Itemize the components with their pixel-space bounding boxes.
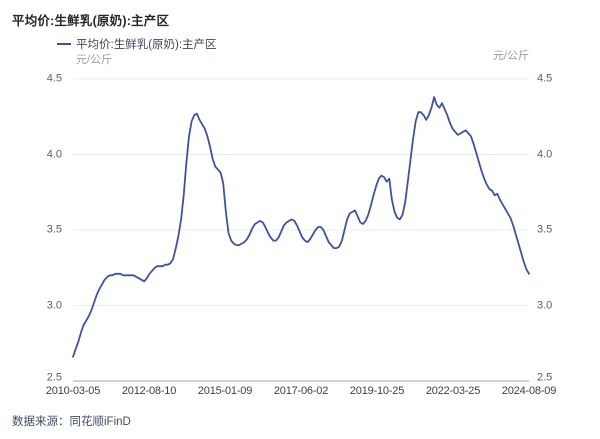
price-chart-plot-area[interactable] [0,0,600,410]
y-axis-unit-left: 元/公斤 [76,54,113,66]
y-tick-label: 3.5 [46,223,62,236]
y-tick-label: 3.5 [537,223,553,236]
legend: 平均价:生鲜乳(原奶):主产区 [57,36,217,52]
x-tick-label: 2019-10-25 [349,385,405,397]
data-source-note: 数据来源：同花顺iFinD [12,416,131,428]
gridlines [73,78,529,306]
x-tick-label: 2022-03-25 [425,385,481,397]
y-axis-unit-right: 元/公斤 [492,50,529,62]
x-tick-label: 2017-06-02 [273,385,329,397]
y-tick-label: 2.5 [46,371,62,384]
y-tick-label: 4.5 [46,72,62,85]
y-tick-label: 4.5 [537,72,553,85]
y-tick-label: 4.0 [537,148,553,160]
x-tick-label: 2012-08-10 [121,385,177,397]
x-tick-label: 2024-08-09 [501,385,557,397]
x-tick-label: 2015-01-09 [197,385,253,397]
price-line [72,96,530,358]
y-tick-label: 3.0 [537,299,553,311]
x-tick-label: 2010-03-05 [45,385,101,397]
legend-line-marker-icon [57,43,71,45]
chart-title: 平均价:生鲜乳(原奶):主产区 [12,14,170,28]
y-tick-label: 2.5 [537,371,553,384]
legend-label: 平均价:生鲜乳(原奶):主产区 [76,39,217,51]
y-tick-label: 3.0 [46,299,62,311]
y-tick-label: 4.0 [46,148,62,160]
